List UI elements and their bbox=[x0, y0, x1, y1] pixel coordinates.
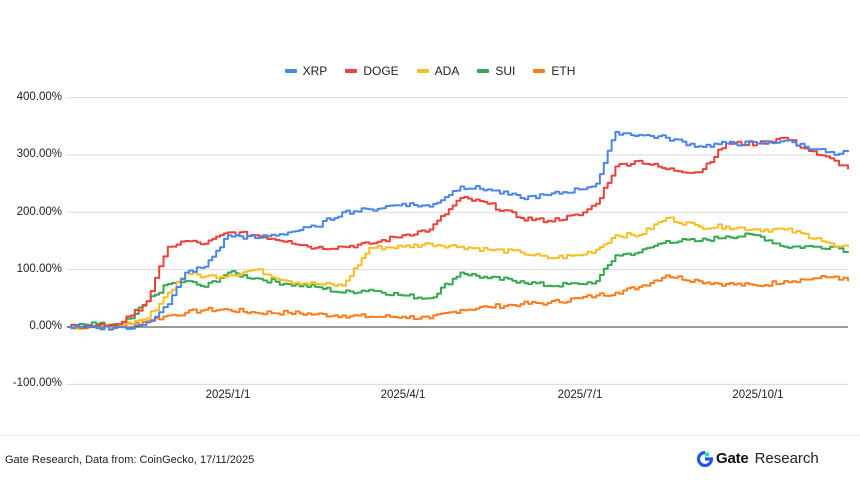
legend-label: SUI bbox=[495, 64, 516, 78]
y-tick-label: 100.00% bbox=[16, 263, 62, 275]
legend-swatch-icon bbox=[477, 69, 490, 73]
footer-divider bbox=[0, 435, 860, 436]
legend-swatch-icon bbox=[284, 69, 297, 73]
brand-suffix: Research bbox=[754, 450, 819, 467]
legend-swatch-icon bbox=[416, 69, 429, 73]
x-tick-label: 2025/7/1 bbox=[557, 389, 603, 401]
y-tick-label: -100.00% bbox=[12, 377, 62, 389]
legend-label: DOGE bbox=[363, 64, 399, 78]
legend-item-sui[interactable]: SUI bbox=[477, 64, 515, 78]
gate-logo-icon bbox=[697, 450, 713, 467]
legend-label: ETH bbox=[551, 64, 576, 78]
series-line-eth[interactable] bbox=[67, 274, 849, 330]
series-line-doge[interactable] bbox=[67, 136, 849, 329]
series-line-ada[interactable] bbox=[67, 216, 849, 330]
legend-swatch-icon bbox=[533, 69, 546, 73]
chart-plot-area bbox=[67, 97, 849, 385]
series-line-xrp[interactable] bbox=[67, 131, 849, 331]
y-tick-label: 300.00% bbox=[16, 148, 62, 160]
brand-logo: Gate Research bbox=[697, 450, 819, 467]
y-tick-label: 400.00% bbox=[16, 91, 62, 103]
x-tick-label: 2025/4/1 bbox=[380, 389, 426, 401]
source-note: Gate Research, Data from: CoinGecko, 17/… bbox=[5, 454, 255, 466]
legend-item-ada[interactable]: ADA bbox=[416, 64, 460, 78]
legend-swatch-icon bbox=[345, 69, 358, 73]
y-tick-label: 0.00% bbox=[29, 320, 62, 332]
legend-item-doge[interactable]: DOGE bbox=[345, 64, 399, 78]
x-tick-label: 2025/1/1 bbox=[205, 389, 251, 401]
chart-legend: XRP DOGE ADA SUI ETH bbox=[0, 64, 860, 78]
y-tick-label: 200.00% bbox=[16, 206, 62, 218]
x-tick-label: 2025/10/1 bbox=[732, 389, 784, 401]
line-chart: XRP DOGE ADA SUI ETH 400.00% 300.00% 200… bbox=[0, 64, 860, 401]
legend-item-eth[interactable]: ETH bbox=[533, 64, 575, 78]
brand-name: Gate bbox=[716, 450, 749, 467]
series-line-sui[interactable] bbox=[67, 232, 849, 328]
legend-item-xrp[interactable]: XRP bbox=[284, 64, 328, 78]
legend-label: XRP bbox=[302, 64, 328, 78]
legend-label: ADA bbox=[434, 64, 460, 78]
